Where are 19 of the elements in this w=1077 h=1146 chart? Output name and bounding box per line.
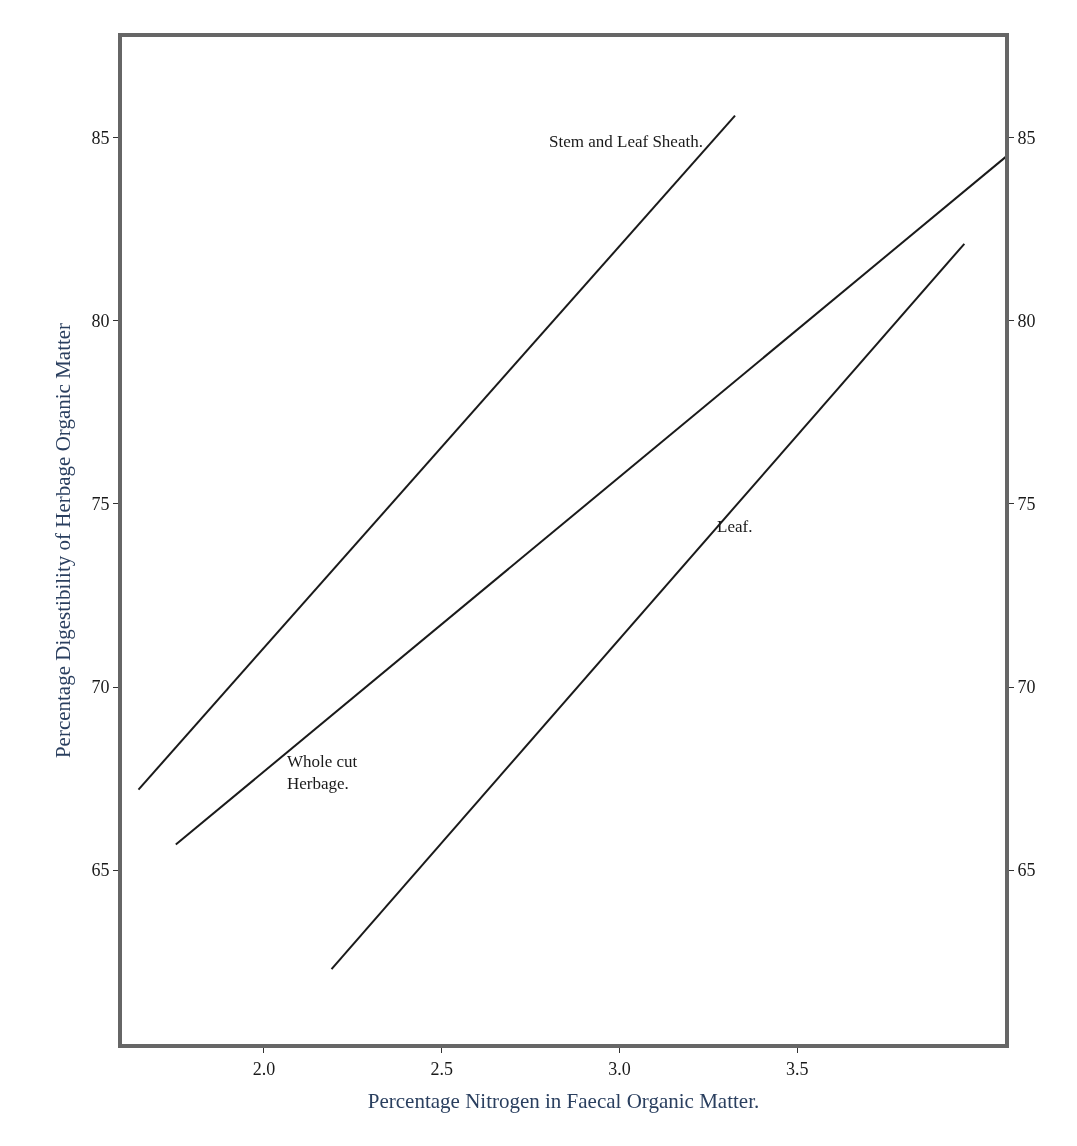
y2-tick-label: 80	[1017, 311, 1036, 332]
x-tick-label: 2.0	[252, 1058, 276, 1079]
x-tick-label: 3.0	[608, 1058, 631, 1079]
series-label: Whole cut Herbage.	[287, 752, 358, 794]
y-tick-label: 80	[91, 311, 110, 332]
x-tick-label: 2.5	[430, 1058, 453, 1079]
y-tick-label: 75	[91, 494, 110, 515]
y2-tick-label: 65	[1017, 860, 1036, 881]
y-tick-label: 85	[91, 127, 110, 148]
x-axis-title: Percentage Nitrogen in Faecal Organic Matter.	[367, 1088, 760, 1113]
y-axis-title: Percentage Digestibility of Herbage Organic Matter	[50, 322, 75, 759]
series-label: Stem and Leaf Sheath.	[549, 132, 703, 151]
series-label: Leaf.	[717, 517, 753, 536]
y2-tick-label: 70	[1017, 677, 1036, 698]
y2-tick-label: 85	[1017, 127, 1036, 148]
y-tick-label: 65	[91, 860, 110, 881]
x-tick-label: 3.5	[786, 1058, 809, 1079]
y-tick-label: 70	[91, 677, 110, 698]
y2-tick-label: 75	[1017, 494, 1036, 515]
